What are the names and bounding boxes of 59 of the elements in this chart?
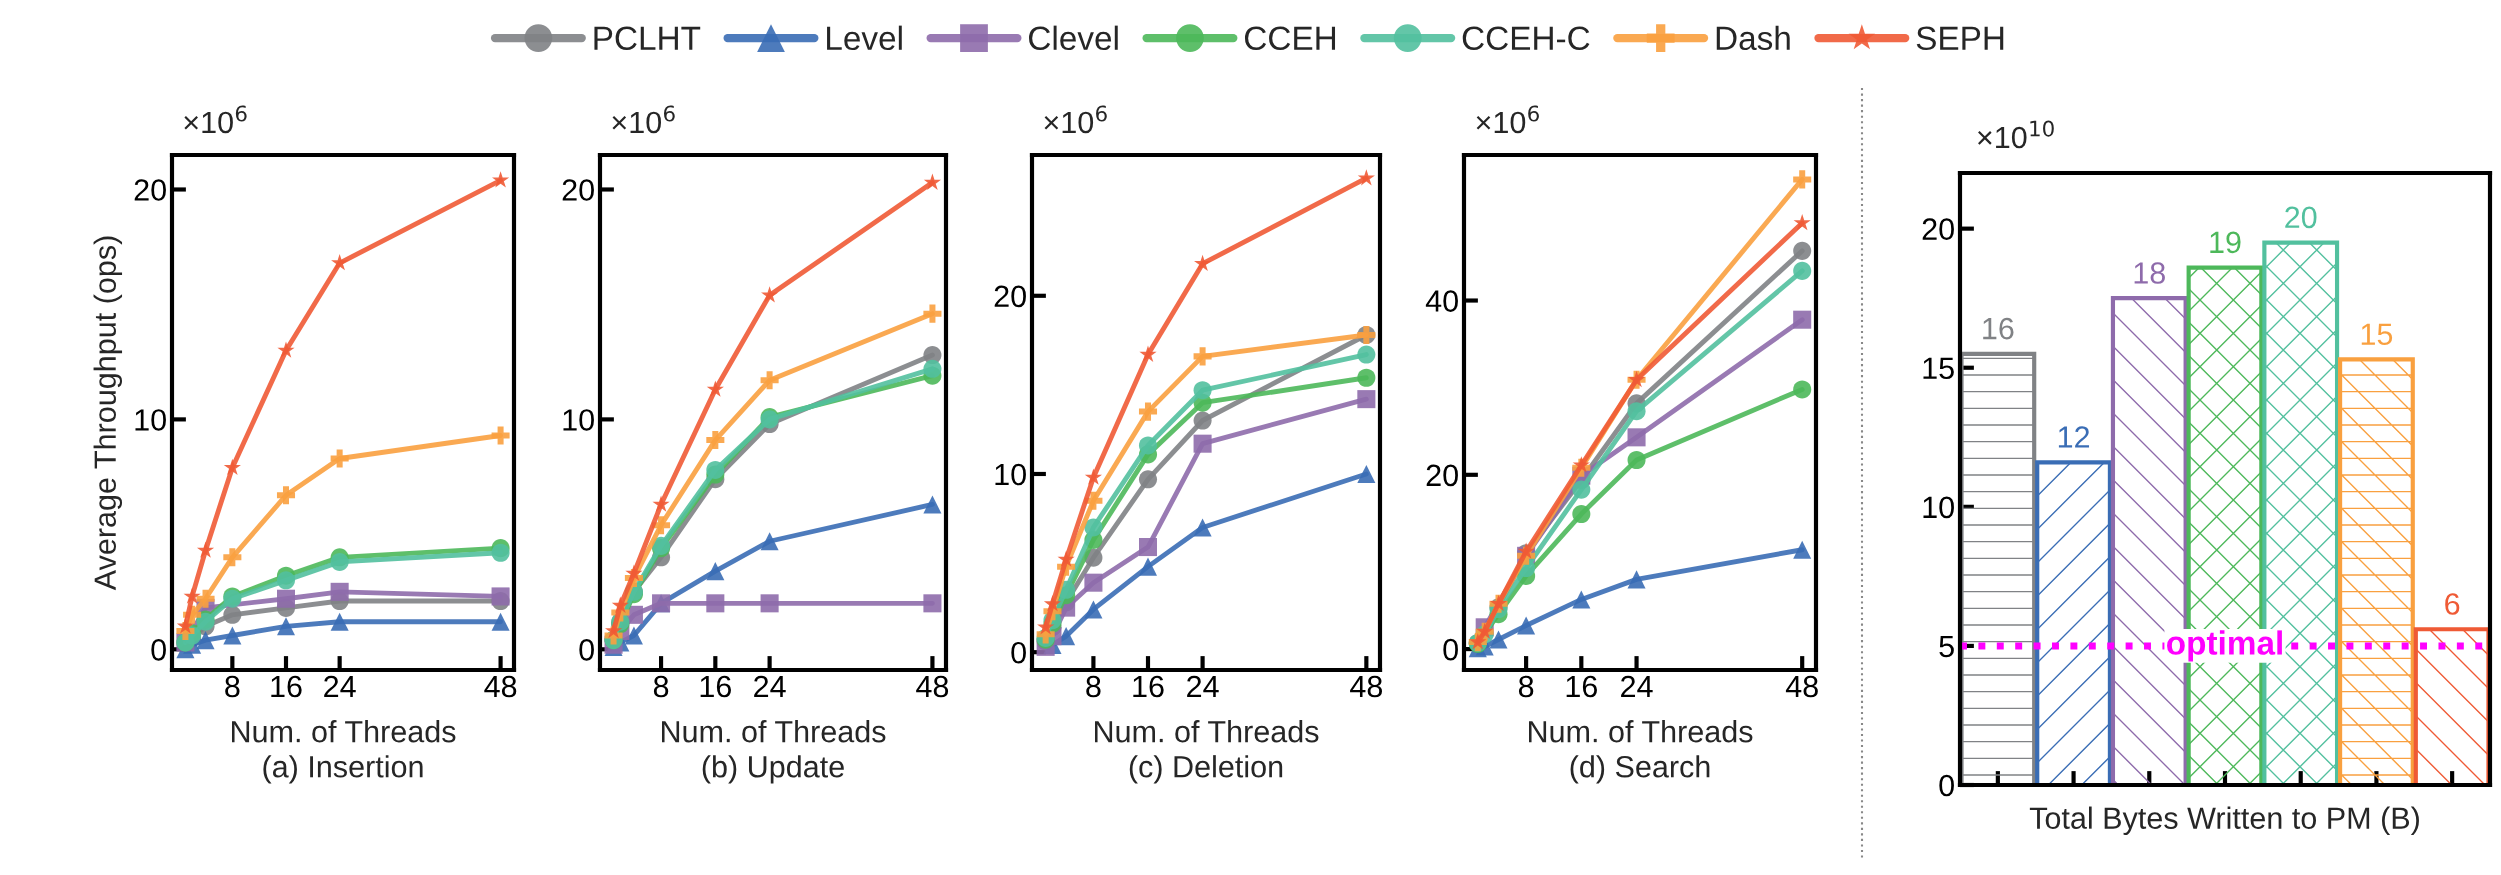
x-tick-label: 48: [1350, 675, 1383, 698]
text: ×10$^{10}$: [1978, 120, 2054, 149]
x-axis-title: Num. of Threads (d) Search: [1529, 720, 1753, 784]
y-tick-label: 0: [1939, 774, 1954, 797]
y-tick-label: 0: [1443, 638, 1458, 661]
x-axis-title: Num. of Threads (a) Insertion: [232, 720, 456, 784]
x-tick-label: 16: [1566, 675, 1597, 698]
ref-line-label: optimal: [2167, 630, 2282, 662]
text: ×10$^{6}$: [184, 105, 247, 134]
x-tick-label: 8: [653, 675, 669, 698]
data-label: 20: [2285, 206, 2317, 229]
x-tick-label: 48: [484, 675, 517, 698]
y-tick-label: 10: [1923, 496, 1954, 519]
legend-label: Dash: [1716, 25, 1790, 51]
y-tick-label: 10: [563, 409, 594, 431]
y-axis-title: Average Throughput (ops): [93, 236, 123, 591]
y-tick-label: 20: [134, 179, 166, 201]
x-axis-title: Num. of Threads (b) Update: [662, 720, 886, 784]
y-tick-label: 20: [994, 285, 1026, 308]
data-label: 16: [1983, 317, 2014, 340]
y-tick-label: 10: [135, 409, 166, 431]
text: ×10$^{6}$: [1476, 105, 1539, 134]
data-label: 12: [2058, 426, 2090, 448]
y-tick-label: 0: [579, 639, 594, 661]
y-tick-label: 20: [1426, 464, 1458, 487]
legend-label: CCEH-C: [1462, 26, 1590, 51]
data-label: 6: [2445, 593, 2460, 615]
data-label: 18: [2134, 262, 2165, 284]
legend-label: SEPH: [1916, 26, 2004, 51]
legend-label: Clevel: [1029, 25, 1118, 51]
y-tick-label: 40: [1425, 290, 1458, 312]
data-label: 19: [2210, 231, 2241, 254]
text: ×10$^{6}$: [612, 105, 675, 134]
y-tick-label: 10: [995, 463, 1026, 486]
x-tick-label: 24: [324, 675, 356, 697]
x-tick-label: 16: [271, 675, 302, 698]
x-tick-label: 24: [1187, 675, 1219, 697]
y-tick-label: 0: [151, 639, 166, 661]
x-tick-label: 8: [225, 675, 240, 698]
legend-label: PCLHT: [594, 26, 701, 51]
data-label: 15: [2361, 323, 2393, 345]
y-tick-label: 20: [1922, 218, 1954, 241]
legend-label: Level: [827, 25, 902, 51]
text: ×10$^{6}$: [1044, 105, 1107, 134]
x-tick-label: 24: [754, 675, 786, 697]
x-tick-label: 8: [1086, 675, 1101, 698]
x-tick-label: 48: [916, 675, 949, 698]
y-tick-label: 0: [1011, 641, 1026, 664]
y-tick-label: 20: [562, 179, 594, 201]
x-tick-label: 16: [700, 675, 731, 698]
x-axis-title: Num. of Threads (c) Deletion: [1095, 720, 1319, 784]
legend-label: CCEH: [1244, 26, 1336, 51]
x-tick-label: 48: [1785, 675, 1818, 698]
y-tick-label: 15: [1923, 357, 1954, 380]
x-axis-title: Total Bytes Written to PM (B): [2029, 806, 2419, 836]
x-tick-label: 8: [1518, 675, 1534, 698]
x-tick-label: 24: [1621, 675, 1653, 697]
y-tick-label: 5: [1939, 635, 1954, 658]
x-tick-label: 16: [1133, 675, 1164, 698]
